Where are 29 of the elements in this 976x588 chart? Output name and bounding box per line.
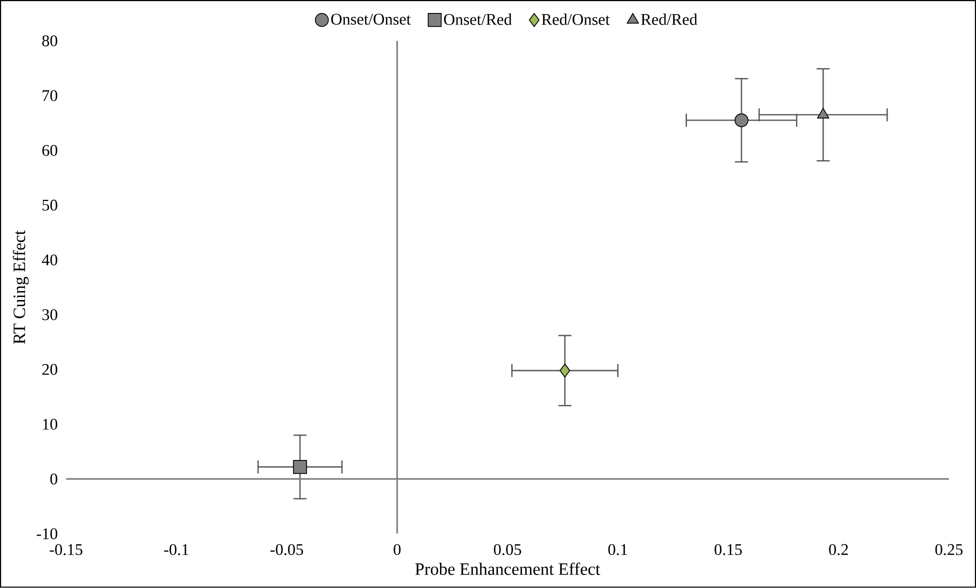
y-tick-label: 60 [42,145,58,156]
y-tick-label: 50 [42,200,58,211]
x-tick-label: 0.05 [494,544,522,556]
x-tick-label: 0.15 [714,544,742,556]
legend-label: Red/Red [641,14,698,26]
y-tick-label: 0 [50,474,58,485]
y-tick-label: 70 [42,90,58,102]
y-tick-label: 80 [42,35,58,46]
x-tick-label: 0.2 [829,544,848,556]
y-tick-label: 40 [42,254,58,266]
x-tick-label: -0.1 [164,544,188,556]
legend-label: Onset/Onset [331,14,411,25]
point [560,364,570,378]
x-tick-label: 0 [394,544,401,556]
x-tick-label: 0.25 [935,544,963,556]
y-tick-label: -10 [36,528,58,540]
y-tick-label: 30 [42,309,58,320]
point [293,460,307,474]
legend-label: Onset/Red [444,14,512,26]
y-tick-label: 20 [42,364,58,376]
x-tick-label: -0.05 [270,544,304,556]
legend-label: Red/Onset [542,14,610,26]
x-tick-label: 0.1 [608,544,628,556]
x-tick-label: -0.15 [50,544,82,556]
y-tick-label: 10 [43,418,58,430]
point [817,108,830,119]
x-axis-title: Probe Enhancement Effect [415,562,600,576]
y-axis-title: RT Cuing Effect [12,230,29,344]
point [734,113,748,128]
